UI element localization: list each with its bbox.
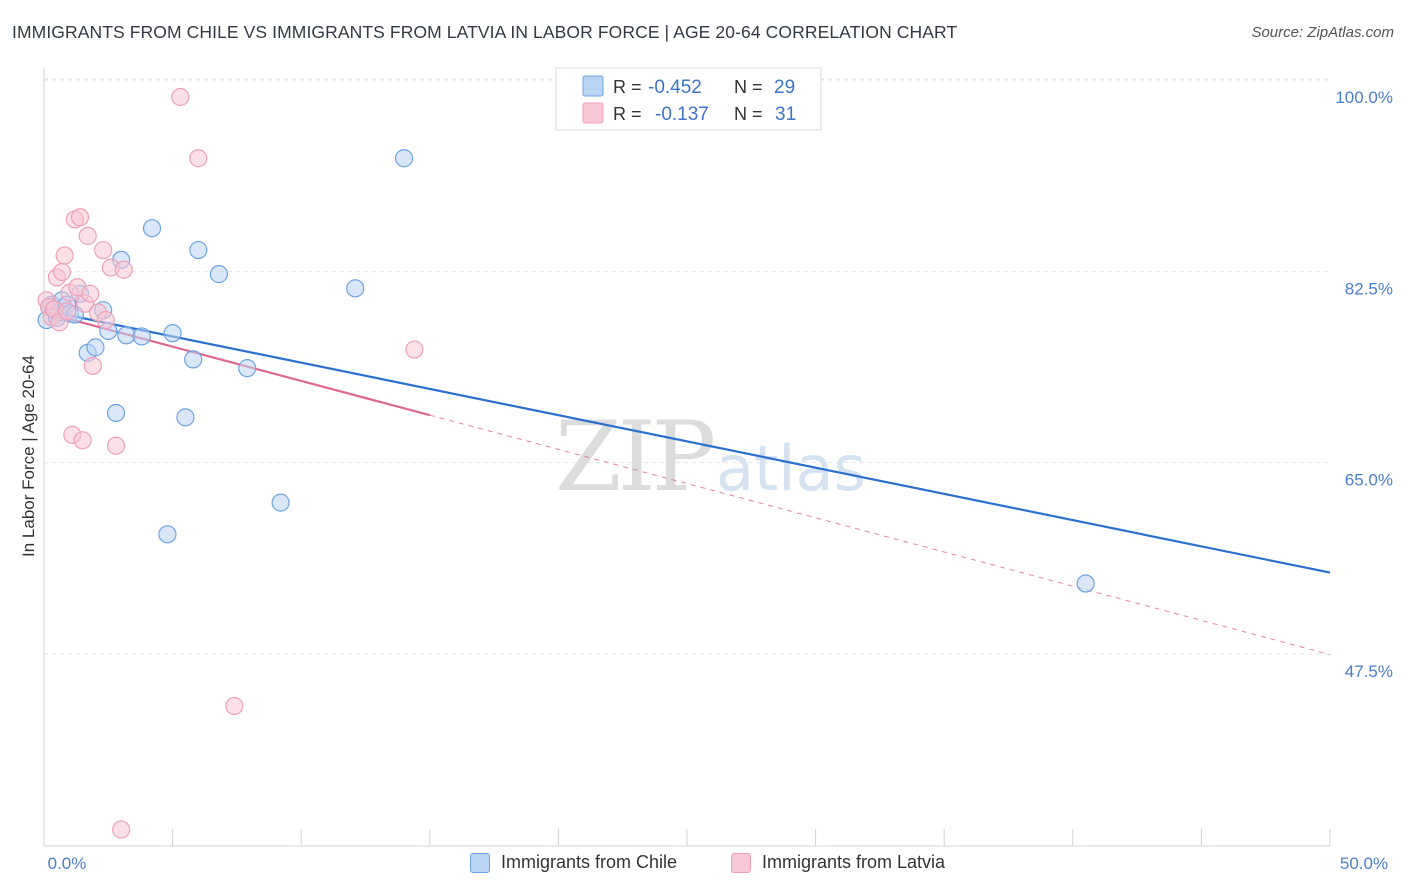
legend-chile-r-label: R = [613, 77, 642, 97]
chart-title: IMMIGRANTS FROM CHILE VS IMMIGRANTS FROM… [12, 22, 958, 42]
data-point-chile [132, 327, 151, 346]
data-point-latvia [114, 260, 133, 279]
data-point-chile [142, 219, 162, 238]
bottom-legend-chile: Immigrants from Chile [470, 852, 677, 873]
legend-latvia-n-value: 31 [775, 104, 796, 125]
data-point-latvia [81, 284, 100, 303]
legend-latvia-r-label: R = [613, 104, 642, 124]
source-credit: Source: ZipAtlas.com [1251, 24, 1394, 41]
data-point-latvia [78, 226, 97, 245]
y-axis-label: In Labor Force | Age 20-64 [19, 355, 38, 557]
legend-swatch-latvia [582, 102, 604, 124]
legend-latvia-n-label: N = [734, 104, 763, 124]
data-point-latvia [112, 820, 131, 839]
data-point-chile [238, 359, 257, 378]
trend-line-chile [43, 309, 1331, 574]
series-latvia-points [37, 87, 424, 839]
bottom-legend-swatch-latvia [731, 852, 751, 873]
y-tick-label: 65.0% [1345, 471, 1393, 490]
data-point-latvia [83, 356, 102, 376]
y-tick-labels: 100.0% 82.5% 65.0% 47.5% [1335, 88, 1393, 681]
data-point-chile [184, 350, 203, 369]
y-tick-label: 100.0% [1335, 88, 1393, 107]
data-point-chile [346, 279, 365, 298]
data-point-chile [189, 240, 208, 260]
data-point-latvia [405, 340, 424, 359]
data-point-chile [271, 493, 290, 512]
data-point-chile [117, 326, 136, 345]
legend-swatch-chile [582, 75, 604, 97]
data-point-chile [209, 265, 228, 284]
bottom-legend-label-chile: Immigrants from Chile [501, 852, 678, 872]
legend-latvia-r-value: -0.137 [655, 104, 709, 125]
data-point-latvia [73, 431, 92, 450]
watermark-zip: ZIP [555, 401, 714, 513]
legend-chile-n-label: N = [734, 77, 763, 97]
data-point-latvia [52, 262, 72, 282]
bottom-legend-latvia: Immigrants from Latvia [731, 852, 945, 873]
x-tick-label-max: 50.0% [1340, 854, 1388, 873]
data-point-chile [1076, 574, 1095, 593]
watermark-atlas: atlas [716, 432, 866, 505]
data-point-latvia [96, 310, 115, 330]
data-point-chile [86, 338, 105, 357]
legend-chile-r-value: -0.452 [648, 77, 702, 98]
data-point-latvia [225, 696, 244, 716]
data-point-latvia [70, 208, 90, 227]
bottom-legend: Immigrants from Chile Immigrants from La… [0, 852, 1406, 878]
y-tick-label: 82.5% [1345, 279, 1393, 298]
data-point-latvia [94, 240, 113, 260]
data-point-latvia [55, 246, 74, 265]
data-point-chile [106, 403, 126, 423]
data-point-latvia [58, 302, 77, 321]
series-chile-points [37, 149, 1095, 593]
data-point-chile [176, 408, 195, 427]
data-point-chile [394, 149, 414, 168]
data-point-latvia [106, 436, 126, 455]
data-point-latvia [171, 87, 190, 107]
data-point-latvia [189, 149, 208, 168]
x-tick-label-min: 0.0% [48, 854, 87, 873]
legend-box: R = -0.452 N = 29 R = -0.137 N = 31 [555, 67, 822, 131]
legend-chile-n-value: 29 [774, 77, 795, 98]
x-ticks [43, 829, 1331, 846]
y-tick-label: 47.5% [1345, 662, 1393, 681]
bottom-legend-swatch-chile [470, 852, 490, 873]
gridlines [44, 78, 1330, 655]
data-point-chile [163, 324, 182, 343]
data-point-chile [158, 525, 177, 544]
bottom-legend-label-latvia: Immigrants from Latvia [762, 852, 946, 872]
